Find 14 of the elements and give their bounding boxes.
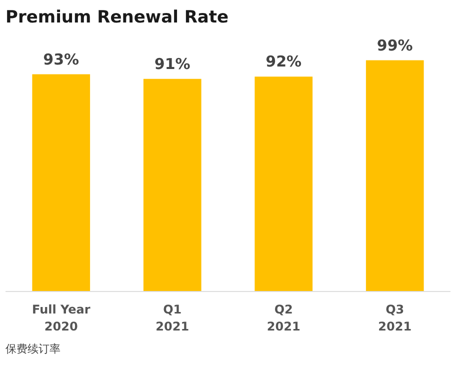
chart-title: Premium Renewal Rate [6, 8, 229, 28]
bar [32, 74, 90, 292]
x-tick-label: Full Year 2020 [32, 302, 90, 334]
x-tick-label: Q3 2021 [378, 302, 412, 334]
bar [366, 60, 424, 292]
data-label: 92% [266, 52, 302, 71]
text: 保费续订率 [6, 342, 60, 356]
bar [254, 76, 313, 292]
x-tick-label: Q2 2021 [266, 302, 300, 334]
x-tick-label: Q1 2021 [156, 302, 190, 334]
data-label: 99% [376, 36, 413, 54]
data-label: 91% [154, 54, 190, 73]
data-label: 93% [43, 50, 80, 68]
bar [143, 78, 202, 292]
